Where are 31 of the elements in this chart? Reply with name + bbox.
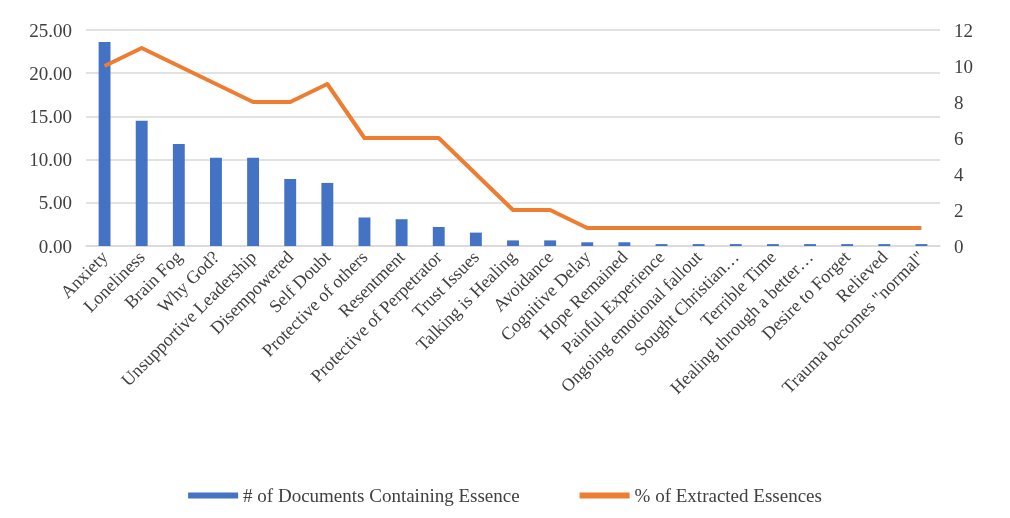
bar bbox=[210, 157, 222, 246]
bar bbox=[618, 242, 631, 246]
y-tick-label: 20.00 bbox=[29, 62, 72, 84]
y-tick-label: 25.00 bbox=[29, 19, 72, 41]
y-tick-label: 5.00 bbox=[38, 192, 72, 214]
bar bbox=[469, 232, 482, 246]
bar bbox=[358, 217, 371, 246]
y2-tick-label: 4 bbox=[954, 163, 964, 185]
bar bbox=[321, 182, 334, 246]
legend-label: # of Documents Containing Essence bbox=[243, 485, 520, 506]
bar bbox=[395, 219, 408, 246]
y2-tick-label: 0 bbox=[954, 235, 964, 257]
bar bbox=[544, 240, 557, 246]
bar bbox=[581, 242, 594, 246]
line-series bbox=[102, 46, 924, 230]
bar bbox=[284, 179, 297, 246]
bar bbox=[432, 226, 445, 246]
y2-tick-label: 12 bbox=[954, 19, 973, 41]
y2-tick-label: 6 bbox=[954, 127, 964, 149]
y-tick-label: 15.00 bbox=[29, 105, 72, 127]
y2-tick-label: 2 bbox=[954, 199, 964, 221]
bar bbox=[507, 240, 519, 246]
y-tick-label: 0.00 bbox=[38, 235, 72, 257]
y2-tick-label: 8 bbox=[954, 91, 964, 113]
y-tick-label: 10.00 bbox=[29, 149, 72, 171]
bar bbox=[98, 42, 111, 246]
legend-label: % of Extracted Essences bbox=[634, 485, 822, 506]
y2-tick-label: 10 bbox=[954, 55, 973, 77]
bar bbox=[172, 144, 185, 246]
bar bbox=[135, 120, 148, 246]
bar bbox=[247, 157, 260, 246]
